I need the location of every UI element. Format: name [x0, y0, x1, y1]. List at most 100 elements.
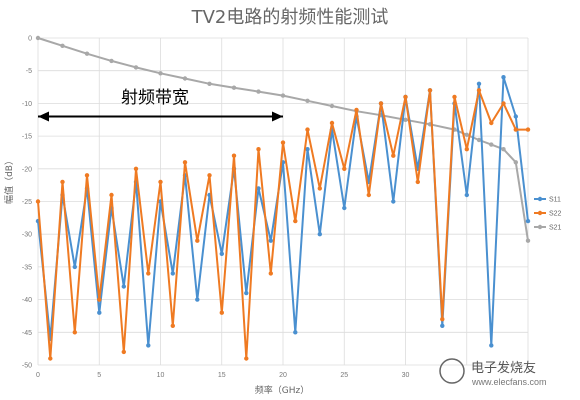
data-point-s11	[489, 343, 494, 348]
x-tick-label: 25	[340, 372, 348, 379]
data-point-s21	[525, 238, 531, 243]
data-point-s22	[317, 186, 322, 191]
x-tick-label: 10	[157, 372, 165, 379]
data-point-s11	[342, 205, 347, 211]
data-point-s11	[219, 251, 224, 256]
y-tick-label: -15	[22, 134, 32, 141]
x-tick-label: 15	[218, 372, 226, 379]
data-point-s11	[72, 264, 78, 270]
data-point-s22	[378, 101, 384, 106]
data-point-s22	[342, 166, 347, 171]
y-tick-label: 0	[28, 36, 32, 43]
data-point-s11	[195, 297, 200, 302]
legend-label: S11	[549, 197, 561, 204]
data-point-s22	[354, 107, 359, 113]
data-point-s11	[440, 323, 445, 328]
data-point-s22	[84, 173, 90, 178]
data-point-s22	[329, 120, 335, 126]
x-tick-labels: 0 5 10 15 20 25 30	[36, 372, 409, 379]
legend-item-s11: S11	[534, 197, 561, 204]
data-point-s22	[391, 153, 396, 158]
data-point-s22	[231, 153, 237, 158]
data-point-s21	[403, 117, 408, 123]
legend-item-s22: S22	[534, 211, 562, 218]
data-point-s11	[97, 310, 102, 315]
data-point-s22	[219, 310, 224, 315]
data-point-s22	[293, 218, 298, 224]
data-point-s11	[146, 343, 151, 348]
data-point-s11	[170, 271, 175, 276]
data-point-s11	[391, 199, 396, 204]
data-point-s11	[501, 75, 506, 80]
data-point-s22	[109, 192, 114, 198]
data-point-s22	[48, 356, 53, 361]
data-point-s22	[133, 166, 139, 171]
data-point-s21	[231, 85, 237, 90]
data-point-s22	[97, 297, 102, 302]
data-point-s11	[121, 284, 127, 289]
data-point-s22	[415, 179, 420, 185]
data-point-s21	[305, 98, 310, 104]
data-point-s11	[244, 290, 249, 296]
x-tick-label: 0	[36, 372, 40, 379]
data-point-s22	[182, 160, 188, 165]
data-point-s11	[464, 192, 469, 198]
data-point-s22	[476, 88, 482, 93]
data-point-s21	[329, 103, 335, 109]
y-tick-label: -25	[22, 199, 32, 206]
data-point-s21	[476, 137, 482, 143]
data-point-s22	[366, 192, 371, 198]
data-point-s22	[501, 101, 506, 106]
data-point-s22	[427, 88, 433, 93]
y-tick-label: -5	[26, 68, 32, 75]
y-tick-label: -30	[22, 232, 32, 239]
watermark-logo-icon	[439, 358, 465, 384]
chart-title: TV2电路的射频性能测试	[191, 7, 389, 28]
data-point-s21	[256, 89, 261, 94]
y-tick-label: -45	[22, 330, 32, 337]
data-point-s21	[60, 43, 65, 48]
watermark: 电子发烧友 www.elecfans.com	[439, 358, 547, 387]
data-point-s21	[84, 51, 90, 56]
y-tick-label: -35	[22, 264, 32, 271]
data-point-s22	[489, 120, 494, 126]
data-point-s21	[158, 71, 163, 76]
data-point-s21	[182, 76, 188, 81]
watermark-logo: 电子发烧友	[471, 360, 536, 376]
data-point-s21	[133, 65, 139, 70]
x-tick-label: 5	[97, 372, 101, 379]
data-point-s11	[305, 147, 310, 152]
legend-marker	[537, 210, 543, 216]
y-tick-label: -20	[22, 166, 32, 173]
legend-marker	[537, 196, 543, 202]
data-point-s22	[35, 199, 41, 204]
arrow-left-icon	[38, 111, 49, 122]
data-point-s21	[489, 142, 494, 147]
data-point-s21	[207, 81, 212, 87]
data-point-s22	[513, 127, 518, 132]
series-s22	[35, 88, 531, 361]
data-point-s22	[146, 271, 151, 276]
legend-item-s21: S21	[534, 225, 562, 232]
data-point-s22	[452, 94, 457, 100]
data-point-s22	[170, 323, 175, 328]
x-tick-label: 30	[402, 372, 410, 379]
x-axis-label: 频率（GHz）	[255, 384, 309, 396]
data-point-s11	[317, 232, 322, 237]
data-point-s21	[35, 35, 41, 41]
data-point-s11	[293, 330, 298, 335]
legend: S11 S22 S21	[534, 197, 562, 232]
arrow-right-icon	[272, 111, 283, 122]
data-point-s22	[268, 271, 273, 276]
legend-label: S21	[549, 225, 562, 232]
x-tick-label: 20	[279, 372, 287, 379]
data-point-s22	[403, 94, 408, 100]
y-tick-label: -50	[22, 363, 32, 370]
data-point-s22	[195, 238, 200, 243]
data-point-s11	[513, 114, 518, 119]
data-point-s22	[121, 349, 127, 355]
data-point-s21	[109, 58, 114, 64]
y-tick-label: -10	[22, 101, 32, 108]
y-axis-label: 幅值（dB）	[3, 156, 15, 204]
bandwidth-annotation: 射频带宽	[38, 88, 283, 122]
